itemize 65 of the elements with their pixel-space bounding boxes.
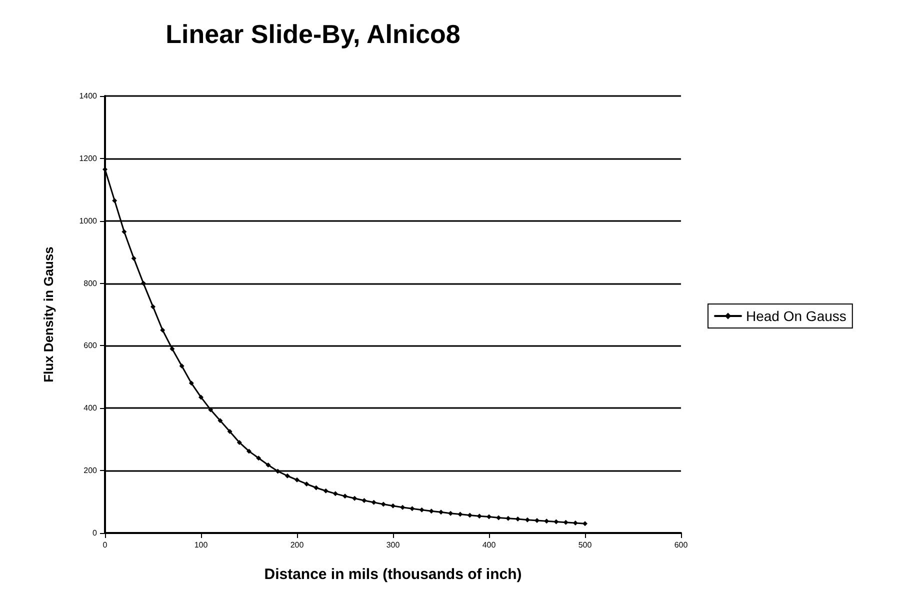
y-tick-label: 200 xyxy=(84,466,98,476)
point xyxy=(122,229,127,234)
x-tick-label: 0 xyxy=(102,540,108,550)
point xyxy=(246,448,252,454)
point xyxy=(419,507,424,512)
point xyxy=(362,498,367,504)
point xyxy=(476,514,482,519)
point xyxy=(150,304,156,310)
point xyxy=(131,256,136,261)
point xyxy=(458,512,463,517)
y-tick-label: 400 xyxy=(84,404,98,413)
point xyxy=(236,440,242,445)
point xyxy=(256,456,262,461)
point xyxy=(332,491,338,496)
point xyxy=(371,500,376,505)
point xyxy=(410,506,415,512)
y-tick-label: 1400 xyxy=(79,92,98,100)
point xyxy=(554,519,559,524)
point xyxy=(198,394,204,400)
point xyxy=(448,510,454,516)
x-tick-label: 300 xyxy=(386,540,400,550)
point xyxy=(140,280,146,286)
x-tick-label: 100 xyxy=(194,540,208,550)
point xyxy=(112,198,118,204)
point xyxy=(323,488,328,494)
point xyxy=(304,481,310,486)
point xyxy=(582,521,588,526)
point xyxy=(428,508,434,514)
x-tick-label: 600 xyxy=(674,540,688,550)
point xyxy=(179,364,184,369)
chart-title: Linear Slide-By, Alnico8 xyxy=(166,19,460,49)
point xyxy=(188,380,194,386)
point xyxy=(294,477,300,482)
point xyxy=(208,407,214,412)
point xyxy=(515,516,520,522)
point xyxy=(467,512,472,518)
y-tick-label: 0 xyxy=(92,528,98,538)
point xyxy=(524,517,530,522)
point xyxy=(314,485,319,490)
x-tick-label: 400 xyxy=(482,540,496,550)
x-axis-title: Distance in mils (thousands of inch) xyxy=(264,566,522,583)
point xyxy=(390,503,396,508)
point xyxy=(496,515,502,520)
point xyxy=(506,516,511,521)
point xyxy=(380,502,386,507)
y-tick-label: 1200 xyxy=(79,154,98,163)
x-tick-label: 200 xyxy=(290,540,304,550)
point xyxy=(342,494,348,499)
point xyxy=(486,514,492,520)
point xyxy=(227,429,232,434)
point xyxy=(284,473,290,478)
point xyxy=(352,496,358,501)
point xyxy=(438,510,444,515)
y-axis-title: Flux Density in Gauss xyxy=(41,246,56,382)
y-tick-label: 1000 xyxy=(79,216,98,226)
point xyxy=(534,518,540,524)
point xyxy=(170,346,175,352)
point xyxy=(266,462,271,468)
point xyxy=(400,504,406,510)
point xyxy=(160,328,166,333)
legend-label: Head On Gauss xyxy=(746,308,846,324)
x-tick-label: 500 xyxy=(578,540,592,550)
point xyxy=(218,418,223,424)
y-tick-label: 800 xyxy=(84,278,98,288)
y-tick-label: 600 xyxy=(84,341,98,350)
